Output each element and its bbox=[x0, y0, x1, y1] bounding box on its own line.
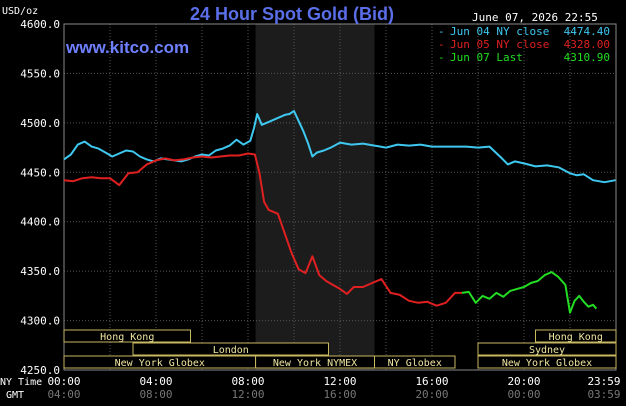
y-tick-label: 4400.0 bbox=[20, 216, 60, 229]
session-label: Hong Kong bbox=[549, 332, 603, 343]
x-tick-gmt: 12:00 bbox=[231, 388, 264, 401]
legend-marker: - bbox=[438, 38, 445, 51]
legend-value: 4310.90 bbox=[564, 51, 610, 64]
x-tick-ny: 08:00 bbox=[231, 375, 264, 388]
y-axis-label: USD/oz bbox=[2, 6, 38, 17]
chart-timestamp: June 07, 2026 22:55 bbox=[472, 11, 598, 24]
session-label: New York Globex bbox=[502, 358, 592, 369]
x-tick-gmt: 00:00 bbox=[507, 388, 540, 401]
x-tick-gmt: 03:59 bbox=[587, 388, 620, 401]
legend: - Jun 04 NY close 4474.40 - Jun 05 NY close 4… bbox=[438, 25, 610, 64]
y-tick-label: 4500.0 bbox=[20, 117, 60, 130]
series-line bbox=[461, 271, 598, 314]
session-label: NY Globex bbox=[388, 358, 442, 369]
series-line bbox=[63, 152, 462, 307]
legend-marker: - bbox=[438, 51, 445, 64]
legend-marker: - bbox=[438, 25, 445, 38]
x-tick-ny: 16:00 bbox=[415, 375, 448, 388]
session-bar bbox=[63, 329, 191, 343]
y-axis-ticks: 4600.0 4550.0 4500.0 4450.0 4400.0 4350.0 4300… bbox=[20, 18, 60, 377]
legend-label: Jun 04 NY close bbox=[450, 25, 549, 38]
session-label: London bbox=[213, 345, 249, 356]
y-tick-label: 4600.0 bbox=[20, 18, 60, 31]
x-tick-ny: 04:00 bbox=[139, 375, 172, 388]
price-series bbox=[63, 110, 616, 314]
y-tick-label: 4350.0 bbox=[20, 265, 60, 278]
legend-value: 4474.40 bbox=[564, 25, 610, 38]
nymex-session-shading bbox=[255, 24, 375, 370]
x-tick-gmt: 08:00 bbox=[139, 388, 172, 401]
series-line bbox=[63, 110, 616, 184]
y-tick-label: 4300.0 bbox=[20, 315, 60, 328]
plot-border bbox=[63, 23, 617, 371]
x-tick-ny: 00:00 bbox=[47, 375, 80, 388]
x-tick-ny: 20:00 bbox=[507, 375, 540, 388]
x-tick-gmt: 04:00 bbox=[47, 388, 80, 401]
legend-label: Jun 05 NY close bbox=[450, 38, 549, 51]
legend-label: Jun 07 Last bbox=[450, 51, 523, 64]
website-label: www.kitco.com bbox=[65, 38, 189, 57]
session-bar bbox=[477, 342, 617, 356]
session-bar bbox=[374, 355, 456, 369]
x-tick-gmt: 20:00 bbox=[415, 388, 448, 401]
session-bar bbox=[477, 355, 617, 369]
legend-value: 4328.00 bbox=[564, 38, 610, 51]
market-sessions: Hong Kong Hong Kong London Sydney New York G… bbox=[63, 329, 617, 369]
chart-title: 24 Hour Spot Gold (Bid) bbox=[190, 4, 394, 24]
session-label: Hong Kong bbox=[100, 332, 154, 343]
x-axis-ticks: 00:00 04:00 08:00 12:00 16:00 20:00 23:5904:00… bbox=[47, 375, 620, 401]
session-label: New York Globex bbox=[115, 358, 205, 369]
session-label: New York NYMEX bbox=[273, 358, 357, 369]
x-axis-label-gmt: GMT bbox=[6, 390, 24, 401]
y-tick-label: 4550.0 bbox=[20, 67, 60, 80]
session-label: Sydney bbox=[529, 345, 565, 356]
x-tick-ny: 12:00 bbox=[323, 375, 356, 388]
grid-lines bbox=[63, 23, 617, 371]
y-tick-label: 4450.0 bbox=[20, 166, 60, 179]
y-tick-label: 4250.0 bbox=[20, 364, 60, 377]
x-tick-ny: 23:59 bbox=[587, 375, 620, 388]
session-bar bbox=[132, 342, 329, 356]
x-tick-gmt: 16:00 bbox=[323, 388, 356, 401]
x-axis-label-ny: NY Time bbox=[0, 377, 42, 388]
session-bar bbox=[535, 329, 617, 343]
